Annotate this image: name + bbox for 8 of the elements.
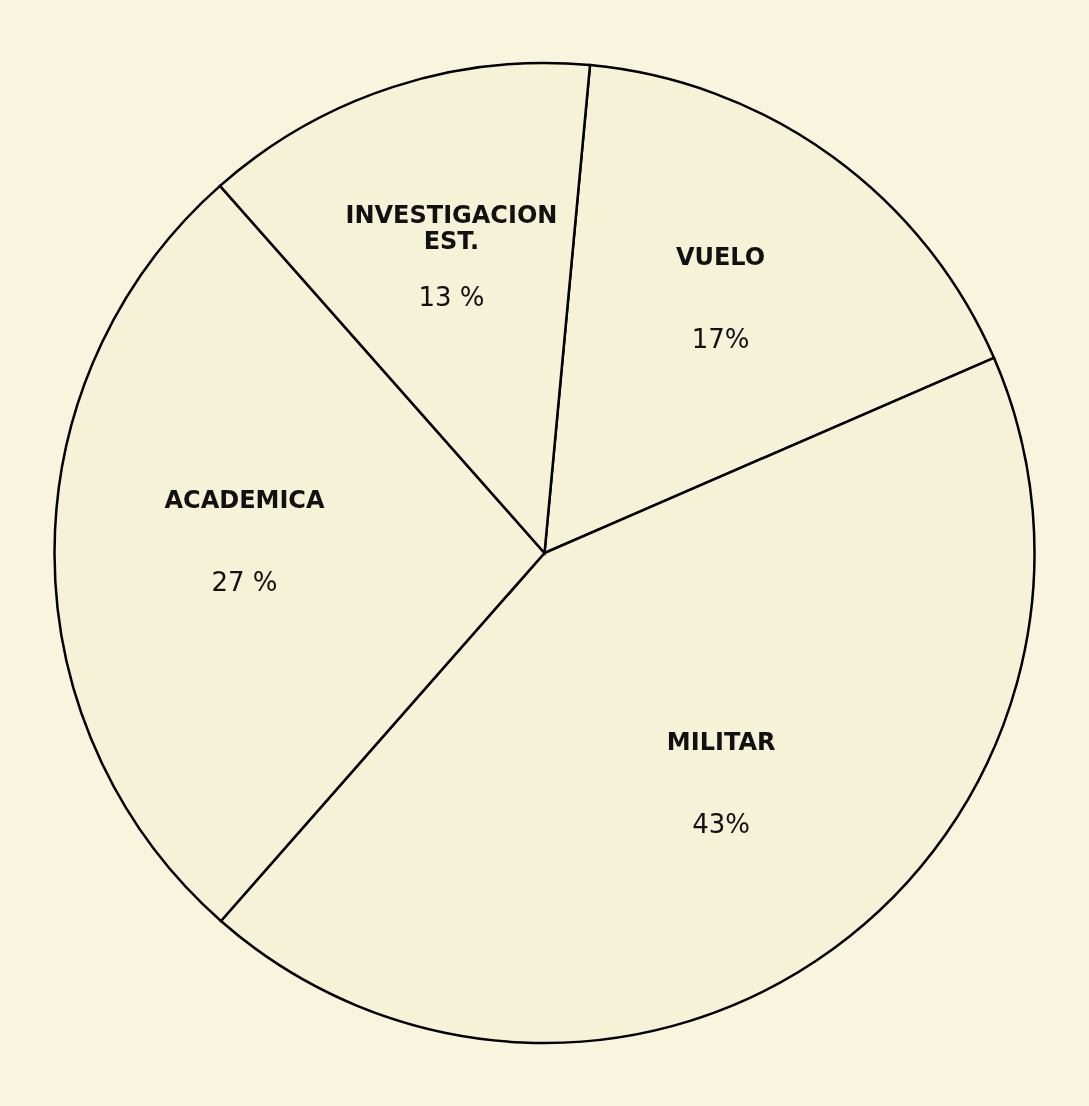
data-label: 13 %: [418, 281, 485, 312]
slice-label: VUELO: [675, 243, 766, 272]
data-label: 43%: [692, 809, 751, 840]
data-label: 27 %: [211, 567, 278, 598]
slice-label: MILITAR: [666, 728, 776, 757]
slice-label: INVESTIGACION EST.: [345, 200, 558, 255]
data-label: 17%: [691, 324, 750, 355]
slice-label: ACADEMICA: [164, 486, 325, 515]
